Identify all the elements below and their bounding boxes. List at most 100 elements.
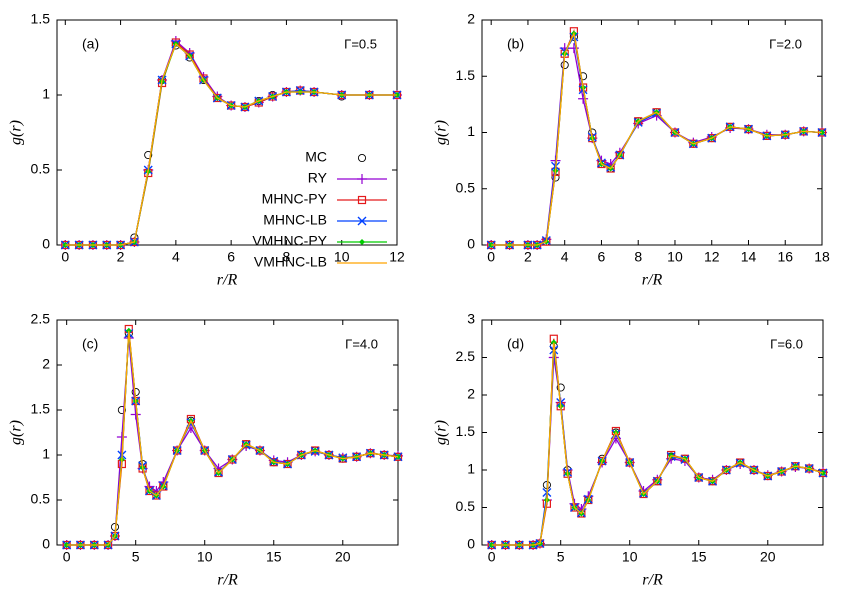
marker-square: [707, 134, 716, 143]
x-axis-label: r/R: [642, 572, 663, 589]
panel-label: (b): [507, 36, 524, 52]
legend-label: RY: [308, 170, 328, 186]
x-tick-label: 6: [227, 249, 235, 265]
x-tick-label: 16: [777, 249, 793, 265]
marker-circle: [144, 150, 153, 160]
marker-square: [736, 458, 745, 467]
x-tick-label: 0: [488, 549, 496, 565]
y-tick-label: 2.5: [31, 311, 51, 327]
y-tick-label: 2.5: [456, 348, 476, 364]
marker-square: [213, 93, 222, 103]
marker-square: [200, 446, 209, 455]
y-tick-label: 1: [467, 461, 475, 477]
legend-marker: [357, 216, 367, 226]
annotation: Γ=6.0: [770, 336, 803, 351]
x-tick-label: 5: [557, 549, 565, 565]
marker-square: [152, 491, 161, 500]
x-tick-label: 20: [760, 549, 776, 565]
marker-plus: [578, 93, 589, 104]
panel: 0 2 4 6 8 10 12 14 16 18 0 0.5 1 1.5 2 r/R g(r) (b) Γ=2.0: [433, 11, 830, 289]
plot-frame: [56, 19, 398, 246]
x-tick-label: 10: [334, 249, 350, 265]
marker-square: [130, 237, 139, 247]
y-tick-label: 0.5: [456, 498, 476, 514]
x-tick-label: 4: [561, 249, 569, 265]
marker-square: [598, 456, 607, 466]
annotation: Γ=4.0: [345, 336, 378, 351]
y-tick-label: 1: [467, 123, 475, 139]
marker-square: [625, 458, 634, 467]
marker-square: [570, 503, 579, 512]
panel: 0 5 10 15 20 0 0.5 1 1.5 2 2.5 3 r/R g(r) (d) Γ=6.0: [433, 311, 828, 589]
legend-label: MC: [305, 149, 327, 165]
annotation: Γ=0.5: [344, 36, 377, 51]
plot-frame: [56, 319, 399, 546]
series-line: [491, 357, 824, 546]
x-tick-label: 5: [132, 549, 140, 565]
series-line: [491, 349, 824, 546]
x-axis-label: r/R: [217, 572, 238, 589]
x-tick-label: 8: [283, 249, 291, 265]
legend-label: MHNC-LB: [263, 212, 327, 228]
x-tick-label: 4: [172, 249, 180, 265]
y-tick-label: 0.5: [31, 491, 51, 507]
marker-square: [652, 108, 661, 117]
y-tick-label: 2: [467, 386, 475, 402]
marker-square: [763, 471, 772, 481]
series-line: [491, 31, 823, 246]
marker-square: [268, 92, 277, 101]
series-line: [65, 42, 397, 246]
marker-square: [324, 450, 334, 460]
marker-square: [653, 477, 662, 486]
legend-label: VMHNC-PY: [252, 233, 327, 249]
y-axis-label: g(r): [8, 420, 25, 445]
series-line: [65, 42, 397, 246]
marker-square: [818, 468, 828, 478]
series-line: [491, 28, 823, 246]
x-tick-label: 10: [622, 549, 638, 565]
y-tick-label: 2: [42, 356, 50, 372]
marker-square: [639, 489, 648, 499]
panel: 0 2 4 6 8 10 12 0 0.5 1 1.5 r/R g(r) (a) Γ=0.5 MC RY MHNC…: [8, 11, 405, 289]
marker-square: [615, 150, 624, 160]
x-tick-label: 12: [704, 249, 720, 265]
y-axis-label: g(r): [433, 420, 450, 445]
series-line: [491, 342, 824, 546]
legend-marker: [357, 153, 367, 163]
panel-label: (a): [82, 36, 99, 52]
y-tick-label: 0: [42, 236, 50, 252]
marker-square: [749, 465, 759, 475]
y-tick-label: 0.5: [456, 179, 476, 195]
marker-square: [577, 509, 586, 518]
marker-plus: [116, 432, 127, 442]
y-tick-label: 0: [42, 536, 50, 552]
marker-square: [670, 128, 680, 137]
marker-square: [708, 477, 717, 486]
y-tick-label: 1.5: [456, 423, 476, 439]
x-tick-label: 14: [741, 249, 757, 265]
x-tick-label: 2: [524, 249, 532, 265]
marker-circle: [117, 405, 126, 415]
marker-square: [689, 139, 698, 148]
marker-square: [777, 467, 786, 476]
x-tick-label: 0: [61, 249, 69, 265]
y-tick-label: 0.5: [31, 161, 51, 177]
y-tick-label: 1.5: [456, 67, 476, 83]
panel: 0 5 10 15 20 0 0.5 1 1.5 2 2.5 r/R g(r) (c) Γ=4.0: [8, 311, 403, 589]
y-axis-label: g(r): [8, 120, 25, 145]
marker-square: [145, 486, 154, 496]
marker-square: [255, 446, 265, 455]
x-tick-label: 10: [667, 249, 683, 265]
x-tick-label: 8: [634, 249, 642, 265]
y-tick-label: 0: [467, 236, 475, 252]
legend-marker: [359, 239, 365, 245]
x-tick-label: 6: [598, 249, 606, 265]
marker-circle: [556, 383, 565, 392]
y-tick-label: 1: [42, 446, 50, 462]
legend-marker: [357, 174, 367, 184]
marker-square: [297, 450, 306, 460]
y-tick-label: 1: [42, 86, 50, 102]
plot-frame: [481, 319, 824, 546]
